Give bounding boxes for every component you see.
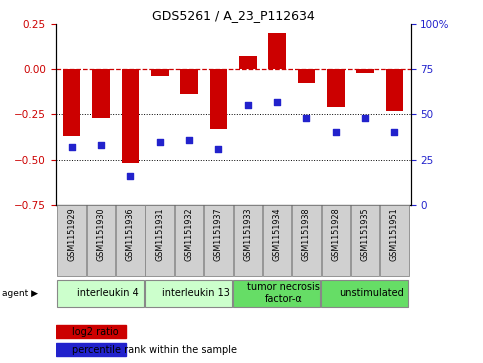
Point: [97, 142, 105, 148]
Text: GSM1151928: GSM1151928: [331, 207, 340, 261]
Point: [185, 137, 193, 143]
Bar: [356, 69, 374, 73]
Text: interleukin 13: interleukin 13: [162, 288, 229, 298]
Bar: [327, 69, 344, 107]
Bar: [204, 205, 233, 276]
Text: tumor necrosis
factor-α: tumor necrosis factor-α: [247, 282, 320, 304]
Text: log2 ratio: log2 ratio: [71, 327, 118, 337]
Bar: [233, 205, 262, 276]
Point: [244, 102, 252, 108]
Text: GSM1151937: GSM1151937: [214, 207, 223, 261]
Bar: [239, 56, 256, 69]
Bar: [210, 69, 227, 129]
Bar: [92, 69, 110, 118]
Point: [214, 146, 222, 152]
Bar: [145, 280, 231, 307]
Point: [68, 144, 75, 150]
Point: [156, 139, 164, 144]
Point: [391, 130, 398, 135]
Bar: [175, 205, 203, 276]
Point: [361, 115, 369, 121]
Bar: [57, 280, 143, 307]
Point: [302, 115, 310, 121]
Bar: [122, 69, 139, 163]
Bar: [56, 343, 126, 356]
Text: GSM1151932: GSM1151932: [185, 207, 194, 261]
Bar: [321, 280, 408, 307]
Point: [127, 173, 134, 179]
Text: percentile rank within the sample: percentile rank within the sample: [71, 345, 237, 355]
Text: agent ▶: agent ▶: [2, 289, 39, 298]
Text: GSM1151935: GSM1151935: [361, 207, 369, 261]
Bar: [268, 33, 286, 69]
Text: GSM1151936: GSM1151936: [126, 207, 135, 261]
Point: [273, 99, 281, 105]
Text: GSM1151930: GSM1151930: [97, 207, 105, 261]
Text: GSM1151934: GSM1151934: [272, 207, 282, 261]
Title: GDS5261 / A_23_P112634: GDS5261 / A_23_P112634: [152, 9, 314, 23]
Bar: [380, 205, 409, 276]
Bar: [116, 205, 144, 276]
Bar: [56, 325, 126, 338]
Text: GSM1151931: GSM1151931: [155, 207, 164, 261]
Text: unstimulated: unstimulated: [339, 288, 404, 298]
Bar: [87, 205, 115, 276]
Text: GSM1151938: GSM1151938: [302, 207, 311, 261]
Bar: [292, 205, 321, 276]
Bar: [151, 69, 169, 76]
Bar: [298, 69, 315, 83]
Bar: [263, 205, 291, 276]
Text: GSM1151929: GSM1151929: [67, 207, 76, 261]
Text: GSM1151951: GSM1151951: [390, 207, 399, 261]
Bar: [63, 69, 81, 136]
Bar: [145, 205, 174, 276]
Bar: [57, 205, 86, 276]
Bar: [322, 205, 350, 276]
Bar: [385, 69, 403, 111]
Point: [332, 130, 340, 135]
Bar: [233, 280, 320, 307]
Bar: [351, 205, 379, 276]
Text: GSM1151933: GSM1151933: [243, 207, 252, 261]
Text: interleukin 4: interleukin 4: [77, 288, 139, 298]
Bar: [180, 69, 198, 94]
